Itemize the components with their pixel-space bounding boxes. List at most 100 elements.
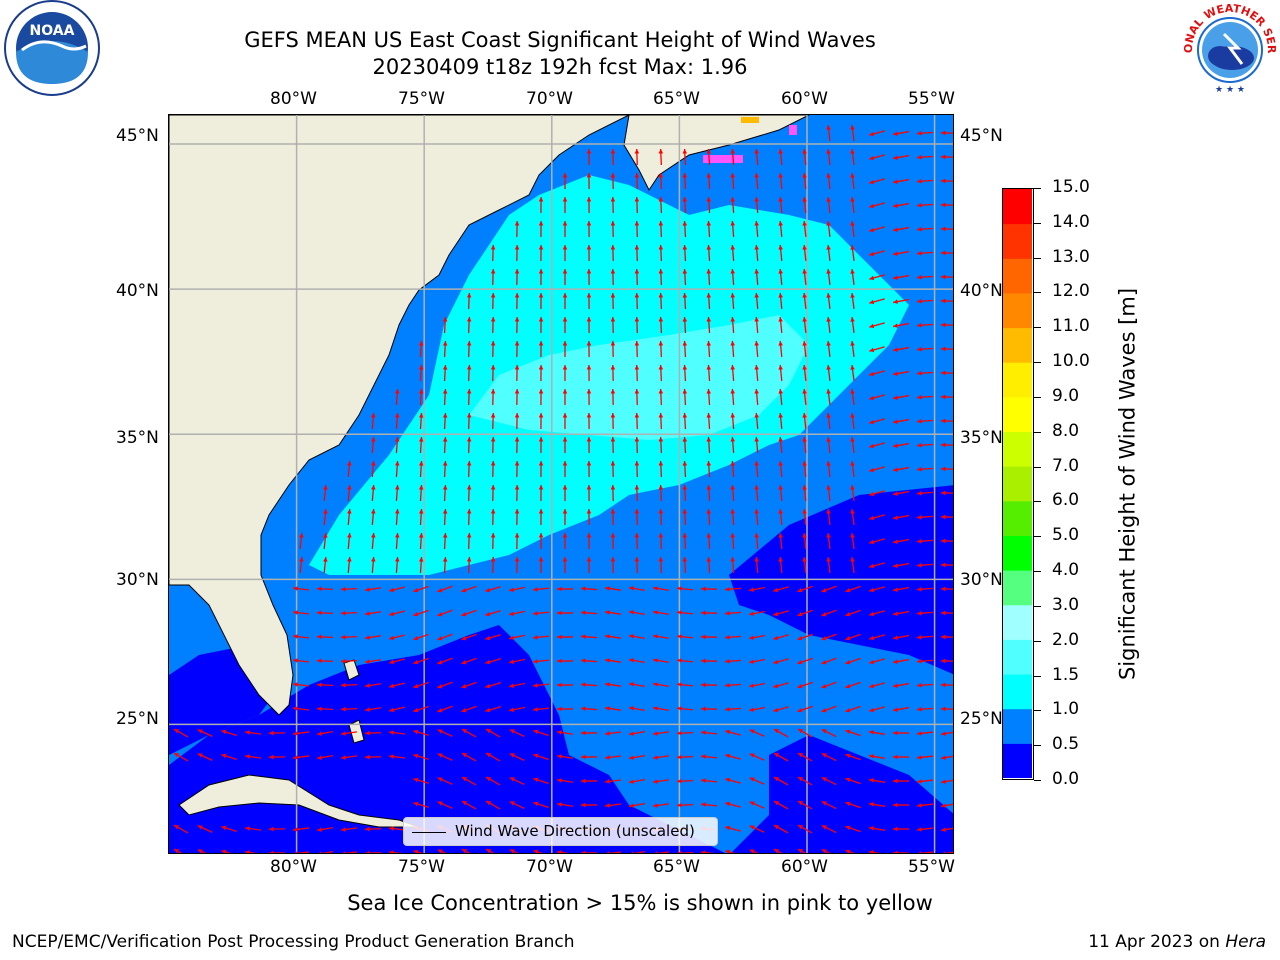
wave-direction-arrowhead — [754, 485, 759, 490]
wave-direction-arrowhead — [462, 801, 468, 806]
wave-direction-arrowhead — [389, 635, 395, 641]
wave-direction-arrowhead — [677, 754, 682, 760]
wave-direction-arrowhead — [821, 753, 827, 758]
wave-direction-arrowhead — [533, 707, 538, 712]
wave-direction-arrowhead — [893, 778, 898, 784]
wave-direction-arrowhead — [917, 659, 922, 664]
wave-direction-arrowhead — [586, 149, 592, 154]
wave-direction-arrowhead — [845, 825, 851, 831]
wave-direction-arrowhead — [466, 293, 472, 298]
wave-direction-arrowhead — [850, 197, 855, 202]
wave-direction-arrowhead — [701, 586, 706, 592]
wave-direction-arrowhead — [365, 730, 370, 736]
wave-direction-arrowhead — [653, 610, 658, 615]
wave-direction-arrowhead — [850, 485, 855, 490]
wave-direction-arrowhead — [845, 849, 851, 853]
wave-direction-arrowhead — [514, 485, 520, 490]
wave-direction-arrowhead — [798, 729, 804, 734]
wave-direction-arrowhead — [754, 557, 759, 562]
wave-direction-arrowhead — [437, 684, 443, 689]
wave-direction-arrowhead — [778, 389, 783, 394]
wave-direction-arrowhead — [293, 706, 298, 711]
wave-direction-arrowhead — [293, 755, 298, 760]
wave-direction-arrowhead — [605, 586, 610, 591]
colorbar-swatch — [1003, 604, 1032, 640]
wave-direction-arrowhead — [485, 635, 491, 641]
wave-direction-arrowhead — [634, 221, 640, 226]
wave-direction-arrowhead — [941, 442, 946, 448]
wave-direction-arrowhead — [778, 173, 783, 178]
wave-direction-arrowhead — [490, 245, 496, 250]
wave-direction-arrowhead — [802, 173, 807, 178]
wave-direction-arrowhead — [605, 610, 610, 615]
wave-direction-arrowhead — [917, 683, 922, 688]
wave-direction-arrowhead — [754, 341, 759, 346]
wave-direction-arrowhead — [485, 587, 491, 593]
wave-direction-arrowhead — [773, 587, 779, 593]
wave-direction-arrowhead — [486, 729, 492, 734]
wave-direction-arrowhead — [653, 586, 658, 591]
colorbar-swatch — [1003, 189, 1032, 225]
wave-direction-arrowhead — [538, 341, 544, 346]
wave-direction-arrowhead — [389, 826, 394, 831]
wave-direction-arrowhead — [557, 682, 562, 688]
wave-direction-arrowhead — [893, 683, 898, 688]
wave-direction-arrowhead — [562, 461, 568, 466]
wave-direction-arrowhead — [442, 485, 448, 490]
wave-direction-arrowhead — [730, 413, 735, 418]
wave-direction-arrowhead — [826, 245, 831, 250]
wave-direction-arrowhead — [442, 509, 448, 514]
wave-direction-arrowhead — [562, 269, 568, 274]
wave-direction-arrowhead — [371, 461, 376, 466]
wave-direction-arrowhead — [509, 777, 515, 782]
wave-direction-arrowhead — [773, 849, 779, 853]
wave-direction-arrowhead — [778, 317, 783, 322]
wave-direction-arrowhead — [941, 538, 946, 544]
wave-direction-arrowhead — [917, 707, 922, 712]
wave-direction-arrowhead — [581, 682, 586, 687]
wave-direction-arrowhead — [562, 365, 568, 370]
wave-direction-arrowhead — [442, 389, 448, 394]
footer-branch: NCEP/EMC/Verification Post Processing Pr… — [12, 932, 575, 952]
wave-direction-arrowhead — [586, 245, 592, 250]
wave-direction-arrowhead — [917, 539, 922, 544]
wave-direction-arrowhead — [605, 706, 610, 711]
wave-direction-arrowhead — [610, 485, 616, 490]
colorbar-swatch — [1003, 431, 1032, 467]
wave-direction-arrowhead — [538, 485, 544, 490]
wave-direction-arrowhead — [413, 777, 419, 783]
wave-direction-arrowhead — [893, 419, 898, 424]
wave-direction-arrowhead — [706, 509, 712, 514]
wave-direction-arrowhead — [677, 706, 682, 711]
wave-direction-arrowhead — [365, 683, 370, 688]
wave-direction-arrowhead — [557, 610, 562, 616]
right-tick-label: 40°N — [960, 281, 1003, 301]
wave-direction-arrowhead — [826, 317, 831, 322]
wave-direction-arrowhead — [486, 801, 492, 806]
top-tick-label: 65°W — [653, 89, 700, 109]
wave-direction-arrowhead — [797, 587, 803, 593]
wave-direction-arrowhead — [347, 461, 352, 466]
wave-direction-arrowhead — [610, 557, 616, 562]
wave-direction-arrowhead — [586, 269, 592, 274]
wave-direction-arrowhead — [418, 341, 424, 346]
wave-direction-arrowhead — [442, 365, 448, 370]
wave-direction-arrowhead — [462, 753, 468, 758]
wave-direction-arrowhead — [437, 636, 443, 641]
wave-direction-arrowhead — [437, 729, 443, 734]
wave-direction-arrowhead — [942, 851, 946, 853]
colorbar-tick-label: 7.0 — [1052, 455, 1080, 476]
wave-direction-arrowhead — [773, 611, 779, 617]
wave-direction-arrowhead — [682, 197, 688, 202]
wave-direction-arrowhead — [581, 706, 586, 711]
colorbar-tick-mark — [1034, 292, 1041, 294]
wave-direction-arrowhead — [893, 395, 898, 400]
wave-direction-arrowhead — [754, 269, 759, 274]
wave-direction-arrowhead — [557, 850, 562, 853]
wave-direction-arrowhead — [509, 753, 515, 758]
wave-direction-arrowhead — [514, 317, 520, 322]
wave-direction-arrowhead — [850, 245, 855, 250]
wave-direction-arrowhead — [706, 341, 712, 346]
wave-direction-arrowhead — [778, 413, 783, 418]
wave-direction-arrowhead — [442, 317, 448, 322]
